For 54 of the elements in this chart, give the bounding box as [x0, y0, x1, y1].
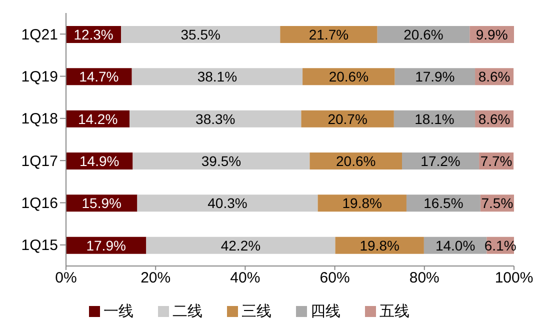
bar	[132, 152, 310, 170]
data-label: 9.9%	[476, 26, 508, 42]
data-label: 14.7%	[79, 68, 119, 85]
data-label: 20.7%	[328, 110, 368, 127]
bar	[137, 194, 318, 212]
data-label: 21.7%	[308, 26, 349, 42]
data-label: 35.5%	[180, 26, 220, 42]
data-label: 14.2%	[78, 110, 118, 127]
legend-label: 二线	[172, 303, 202, 320]
x-tick-label: 20%	[140, 270, 171, 287]
data-label: 14.0%	[435, 237, 476, 254]
data-label: 8.6%	[478, 68, 510, 85]
data-label: 7.5%	[481, 195, 514, 212]
data-label: 17.9%	[86, 237, 126, 254]
data-label: 39.5%	[201, 153, 242, 169]
data-label: 42.2%	[220, 237, 261, 254]
x-tick-label: 40%	[230, 270, 260, 287]
legend-label: 三线	[242, 303, 272, 320]
bar	[301, 110, 394, 128]
bar	[121, 26, 280, 43]
data-label: 19.8%	[342, 195, 382, 212]
data-label: 38.3%	[196, 110, 236, 127]
data-label: 17.2%	[420, 153, 460, 169]
data-label: 17.9%	[415, 68, 455, 85]
data-label: 16.5%	[424, 195, 464, 212]
data-label: 12.3%	[74, 26, 114, 42]
y-tick-label: 1Q19	[21, 68, 58, 86]
legend-label: 四线	[310, 303, 340, 320]
data-label: 8.6%	[478, 110, 510, 127]
data-label: 15.9%	[82, 195, 122, 212]
bar	[146, 236, 336, 254]
y-tick-label: 1Q15	[21, 237, 58, 254]
bar	[130, 110, 302, 128]
y-tick-label: 1Q18	[21, 110, 58, 128]
data-label: 18.1%	[414, 110, 454, 127]
y-tick-label: 1Q21	[21, 26, 58, 44]
data-label: 19.8%	[360, 237, 400, 254]
data-label: 14.9%	[80, 153, 120, 169]
data-label: 20.6%	[336, 153, 376, 169]
x-tick-label: 80%	[409, 270, 440, 287]
data-label: 38.1%	[197, 68, 238, 85]
legend-label: 一线	[104, 303, 134, 320]
bar	[280, 26, 378, 43]
y-tick-label: 1Q17	[21, 152, 58, 170]
x-tick-label: 100%	[494, 270, 534, 287]
legend-label: 五线	[380, 303, 410, 320]
y-tick-label: 1Q16	[21, 195, 58, 212]
bar	[132, 68, 303, 86]
data-label: 40.3%	[208, 195, 248, 212]
data-label: 20.6%	[328, 68, 369, 85]
data-label: 7.7%	[480, 153, 512, 169]
x-tick-label: 0%	[55, 270, 77, 287]
x-tick-label: 60%	[320, 270, 350, 287]
data-label: 20.6%	[404, 26, 444, 42]
